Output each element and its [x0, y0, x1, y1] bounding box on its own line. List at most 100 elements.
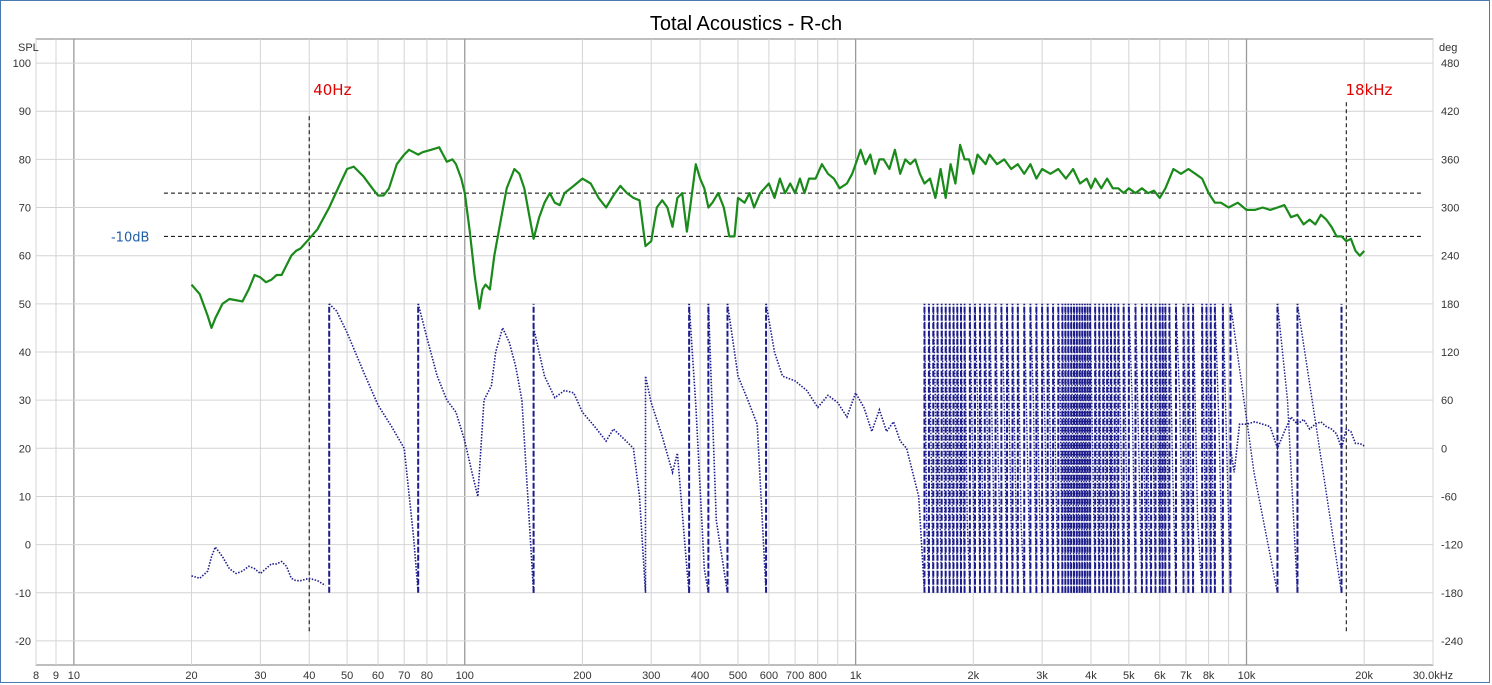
- phase-wrap-segment: [1192, 303, 1203, 593]
- x-tick-label: 5k: [1123, 670, 1135, 682]
- phase-wrap-segment: [1123, 303, 1130, 593]
- x-tick-label: 100: [456, 670, 474, 682]
- y-right-tick-label: 360: [1441, 154, 1459, 166]
- y-right-tick-label: 480: [1441, 58, 1459, 70]
- phase-wrap-segment: [1076, 303, 1081, 593]
- x-tick-label: 500: [729, 670, 747, 682]
- phase-wrap-segment: [1086, 303, 1091, 593]
- y-left-tick-label: 60: [19, 251, 31, 263]
- y-right-tick-label: 180: [1441, 299, 1459, 311]
- phase-wrap-segment: [1222, 303, 1232, 593]
- phase-wrap-segment: [932, 303, 939, 593]
- phase-wrap-segment: [1110, 303, 1116, 593]
- phase-wrap-segment: [1159, 303, 1164, 593]
- y-right-tick-label: 420: [1441, 106, 1459, 118]
- phase-wrap-segment: [1229, 303, 1279, 593]
- reference-lines: [163, 101, 1422, 632]
- y-left-tick-label: -20: [15, 636, 31, 648]
- phase-wrap-segment: [1187, 303, 1194, 593]
- phase-wrap-segment: [1035, 303, 1043, 593]
- x-tick-label: 2k: [967, 670, 979, 682]
- y-left-tick-label: -10: [15, 588, 31, 600]
- phase-wrap-segment: [1017, 303, 1025, 593]
- phase-wrap-segment: [1128, 303, 1137, 593]
- phase-wrap-segment: [1078, 303, 1083, 593]
- phase-wrap-segment: [974, 303, 981, 593]
- phase-wrap-segment: [1052, 303, 1059, 593]
- x-tick-label: 50: [341, 670, 353, 682]
- phase-wrap-segment: [1094, 303, 1100, 593]
- y-right-tick-label: -240: [1441, 636, 1463, 648]
- x-tick-label: 20: [185, 670, 197, 682]
- x-tick-label: 400: [691, 670, 709, 682]
- phase-wrap-segment: [979, 303, 986, 593]
- y-left-tick-label: 20: [19, 443, 31, 455]
- phase-wrap-segment: [1073, 303, 1078, 593]
- phase-wrap-segment: [1161, 303, 1167, 593]
- x-tick-label: 600: [760, 670, 778, 682]
- phase-wrap-segment: [1276, 303, 1299, 593]
- annotations: 40Hz 18kHz -10dB: [111, 81, 1393, 245]
- series-group: [190, 143, 1366, 593]
- x-tick-label: 800: [809, 670, 827, 682]
- y-right-tick-label: 120: [1441, 347, 1459, 359]
- phase-wrap-segment: [984, 303, 991, 593]
- phase-wrap-segment: [941, 303, 947, 593]
- y-left-axis-label: SPL: [18, 42, 39, 54]
- phase-wrap-segment: [1214, 303, 1224, 593]
- phase-curve: [191, 303, 926, 593]
- x-tick-label: 8: [33, 670, 39, 682]
- phase-wrap-segment: [1205, 303, 1212, 593]
- phase-wrap-segment: [1029, 303, 1038, 593]
- phase-wrap-segment: [936, 303, 943, 593]
- y-left-tick-label: 30: [19, 395, 31, 407]
- x-tick-label: 10k: [1238, 670, 1256, 682]
- phase-wrap-segment: [949, 303, 955, 593]
- phase-wrap-segment: [1134, 303, 1143, 593]
- x-tick-label: 10: [68, 670, 80, 682]
- x-tick-label: 7k: [1180, 670, 1192, 682]
- y-left-tick-label: 0: [25, 540, 31, 552]
- annotation-frequency-marker: 18kHz: [1346, 81, 1393, 99]
- y-left-tick-label: 70: [19, 203, 31, 215]
- phase-wrap-segment: [1084, 303, 1089, 593]
- tick-labels: 8 9 10 20 30 40 50 60 70 80 100 200 300 400 500 600 700 8…: [13, 58, 1463, 682]
- grid-lines: [35, 39, 1434, 665]
- phase-wrap-segment: [1057, 303, 1064, 593]
- phase-wrap-segment: [1141, 303, 1148, 593]
- y-right-tick-label: 60: [1441, 395, 1453, 407]
- y-right-tick-label: -60: [1441, 491, 1457, 503]
- y-right-tick-label: -120: [1441, 540, 1463, 552]
- spl-curve: [190, 143, 1366, 329]
- x-tick-label: 300: [642, 670, 660, 682]
- y-left-tick-label: 50: [19, 299, 31, 311]
- y-left-tick-label: 90: [19, 106, 31, 118]
- phase-wrap-segment: [994, 303, 1003, 593]
- phase-wrap-segment: [1106, 303, 1112, 593]
- y-right-tick-label: 240: [1441, 251, 1459, 263]
- x-tick-label: 9: [53, 670, 59, 682]
- x-tick-label: 30.0kHz: [1413, 670, 1453, 682]
- y-left-tick-label: 80: [19, 154, 31, 166]
- x-tick-label: 6k: [1154, 670, 1166, 682]
- annotation-minus-10db: -10dB: [111, 230, 149, 245]
- phase-wrap-segment: [988, 303, 997, 593]
- y-right-axis-label: deg: [1439, 42, 1457, 54]
- x-tick-label: 4k: [1085, 670, 1097, 682]
- y-right-tick-label: 300: [1441, 203, 1459, 215]
- phase-wrap-segment: [1296, 303, 1343, 593]
- phase-wrap-segment: [1011, 303, 1019, 593]
- phase-wrap-segment: [1175, 303, 1185, 593]
- phase-wrap-segment: [1168, 303, 1177, 593]
- x-tick-label: 80: [421, 670, 433, 682]
- phase-wrap-segment: [1154, 303, 1161, 593]
- x-tick-label: 60: [372, 670, 384, 682]
- annotation-frequency-marker: 40Hz: [313, 81, 351, 99]
- phase-wrap-segment: [952, 303, 958, 593]
- y-right-tick-label: 0: [1441, 443, 1447, 455]
- phase-wrap-segment: [1000, 303, 1008, 593]
- y-left-tick-label: 10: [19, 491, 31, 503]
- phase-wrap-segment: [1041, 303, 1049, 593]
- x-tick-label: 3k: [1036, 670, 1048, 682]
